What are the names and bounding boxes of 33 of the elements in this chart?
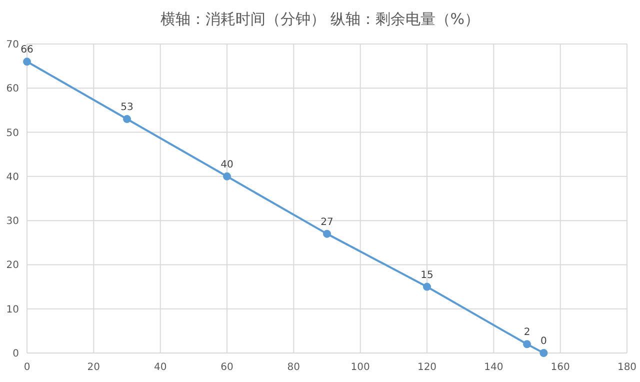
point: [540, 349, 548, 357]
data-label: 40: [220, 159, 234, 170]
x-tick-label: 60: [220, 362, 234, 373]
y-tick-label: 10: [6, 304, 19, 316]
x-tick-label: 100: [350, 362, 370, 373]
point: [523, 340, 531, 348]
y-tick-label: 20: [6, 260, 19, 272]
y-tick-label: 70: [6, 40, 19, 50]
data-label: 66: [20, 44, 34, 56]
data-label: 15: [420, 270, 434, 281]
data-label: 0: [540, 336, 547, 347]
y-tick-label: 40: [6, 172, 19, 183]
x-tick-label: 0: [24, 362, 30, 373]
x-tick-label: 40: [154, 362, 167, 373]
y-tick-label: 60: [6, 84, 19, 95]
chart-title: 横轴：消耗时间（分钟） 纵轴：剩余电量（%）: [160, 10, 480, 28]
point: [23, 58, 31, 66]
x-tick-label: 140: [484, 362, 504, 373]
point: [423, 282, 431, 291]
x-tick-label: 20: [87, 362, 100, 373]
x-tick-label: 80: [287, 362, 300, 373]
x-tick-label: 180: [617, 362, 637, 373]
x-tick-label: 120: [417, 362, 437, 373]
data-label: 53: [120, 102, 134, 114]
y-tick-label: 0: [12, 348, 19, 360]
point: [223, 172, 231, 180]
y-tick-label: 50: [6, 128, 19, 139]
x-tick-label: 160: [550, 362, 570, 373]
y-tick-label: 30: [6, 216, 19, 228]
point: [123, 115, 131, 124]
data-label: 27: [320, 216, 334, 228]
data-label: 2: [524, 327, 530, 338]
point: [323, 230, 331, 238]
